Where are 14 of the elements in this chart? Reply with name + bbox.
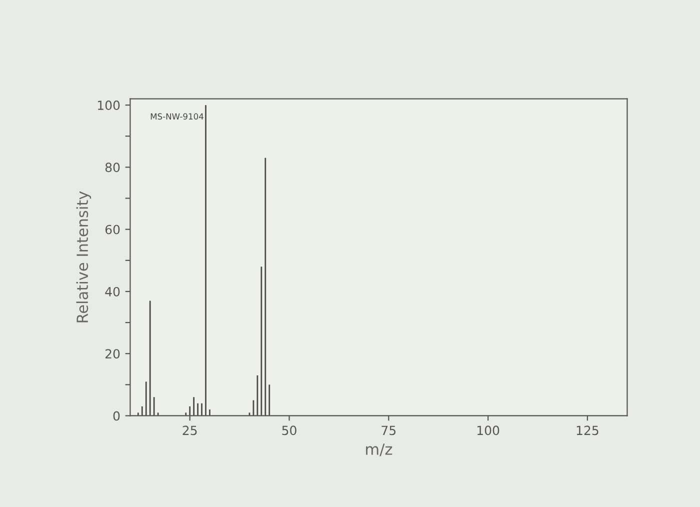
x-tick-label: 75	[382, 426, 396, 436]
x-tick-label: 100	[477, 426, 500, 436]
y-axis-title: Relative Intensity	[76, 191, 92, 322]
y-tick-label: 80	[105, 162, 120, 172]
y-tick-label: 0	[113, 411, 120, 421]
y-tick-label: 40	[105, 286, 120, 296]
x-axis-title: m/z	[366, 444, 392, 456]
x-tick-label: 125	[576, 426, 598, 436]
y-tick-label: 20	[105, 349, 120, 359]
y-tick-label: 100	[98, 100, 120, 110]
x-tick-label: 50	[282, 426, 296, 436]
y-tick-label: 60	[105, 224, 120, 234]
annotation: MS-NW-9104	[150, 113, 204, 120]
x-tick-label: 25	[182, 426, 197, 436]
